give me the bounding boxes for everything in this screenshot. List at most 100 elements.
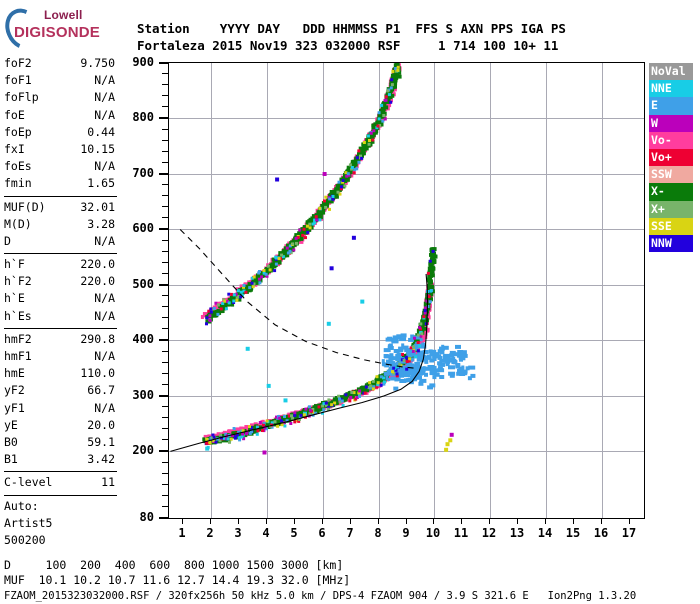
- x-axis-tick: [294, 518, 295, 524]
- x-axis-tick: [378, 518, 379, 524]
- y-axis-tick: [162, 217, 168, 218]
- param-row-mufd: MUF(D) 32.01: [4, 200, 117, 217]
- param-value: N/A: [94, 107, 115, 122]
- param-key: MUF(D): [4, 199, 46, 214]
- legend-item-vo[interactable]: Vo+: [649, 148, 693, 167]
- y-axis-tick: [162, 162, 168, 163]
- legend-item-nne[interactable]: NNE: [649, 80, 693, 98]
- y-axis-tick: [162, 317, 168, 318]
- param-key: B0: [4, 434, 18, 449]
- x-axis-label-15: 15: [565, 526, 581, 540]
- x-axis-label-2: 2: [206, 526, 214, 540]
- legend-item-e[interactable]: E: [649, 97, 693, 115]
- y-axis-tick: [162, 362, 168, 363]
- y-axis-tick: [159, 117, 168, 119]
- y-axis-tick: [162, 439, 168, 440]
- legend-item-w[interactable]: W: [649, 114, 693, 132]
- param-divider: [4, 195, 117, 197]
- param-value: N/A: [94, 291, 115, 306]
- param-row-b1: B1 3.42: [4, 452, 117, 469]
- legend-item-vo[interactable]: Vo-: [649, 131, 693, 149]
- plot-inner: [169, 63, 644, 518]
- legend-item-ssw[interactable]: SSW: [649, 166, 693, 184]
- param-key: C-level: [4, 475, 53, 490]
- horizontal-gridline: [169, 118, 644, 119]
- y-axis-tick: [162, 295, 168, 296]
- legend-item-sse[interactable]: SSE: [649, 217, 693, 235]
- legend-item-x[interactable]: X+: [649, 200, 693, 218]
- y-axis-tick: [162, 462, 168, 463]
- x-axis-tick: [629, 518, 630, 524]
- param-value: 0.44: [87, 124, 115, 139]
- param-row-hmf1: hmF1 N/A: [4, 349, 117, 366]
- param-value: 20.0: [87, 417, 115, 432]
- logo-digisonde-text: DIGISONDE: [14, 24, 100, 41]
- param-key: h`E: [4, 291, 25, 306]
- x-axis-label-3: 3: [234, 526, 242, 540]
- x-axis-label-17: 17: [621, 526, 637, 540]
- x-axis-label-10: 10: [425, 526, 441, 540]
- param-key: yF2: [4, 383, 25, 398]
- param-key: fmin: [4, 176, 32, 191]
- param-key: fxI: [4, 141, 25, 156]
- y-axis-tick: [159, 517, 168, 519]
- x-axis-label-1: 1: [178, 526, 186, 540]
- param-row-ye: yE 20.0: [4, 418, 117, 435]
- horizontal-gridline: [169, 229, 644, 230]
- y-axis-tick: [159, 395, 168, 397]
- footer-line-file: FZAOM_2015323032000.RSF / 320fx256h 50 k…: [4, 590, 637, 602]
- param-value: N/A: [94, 308, 115, 323]
- legend-item-noval[interactable]: NoVal: [649, 63, 693, 81]
- y-axis-tick: [159, 173, 168, 175]
- vertical-gridline: [490, 63, 491, 518]
- x-axis-label-12: 12: [481, 526, 497, 540]
- logo-lowell-text: Lowell: [44, 8, 83, 22]
- y-axis-tick: [162, 384, 168, 385]
- param-value: 3.28: [87, 216, 115, 231]
- param-key: h`F: [4, 257, 25, 272]
- x-axis-tick: [545, 518, 546, 524]
- footer-line-muf: MUF 10.1 10.2 10.7 11.6 12.7 14.4 19.3 3…: [4, 573, 351, 587]
- station-header: Station YYYY DAY DDD HHMMSS P1 FFS S AXN…: [137, 20, 566, 54]
- x-axis-tick: [182, 518, 183, 524]
- param-key: h`Es: [4, 308, 32, 323]
- y-axis-tick: [162, 73, 168, 74]
- y-axis-tick: [162, 506, 168, 507]
- param-value: 220.0: [80, 257, 115, 272]
- x-axis-tick: [517, 518, 518, 524]
- x-axis-label-7: 7: [346, 526, 354, 540]
- param-row-fof1: foF1 N/A: [4, 73, 117, 90]
- y-axis-tick: [159, 450, 168, 452]
- y-axis-tick: [162, 351, 168, 352]
- param-row-hf: h`F 220.0: [4, 257, 117, 274]
- legend-item-x[interactable]: X-: [649, 183, 693, 201]
- y-axis-tick: [162, 406, 168, 407]
- x-axis-tick: [573, 518, 574, 524]
- legend-item-nnw[interactable]: NNW: [649, 234, 693, 253]
- x-axis-label-16: 16: [593, 526, 609, 540]
- horizontal-gridline: [169, 340, 644, 341]
- x-axis-tick: [238, 518, 239, 524]
- param-row-md: M(D) 3.28: [4, 217, 117, 234]
- x-axis-tick: [322, 518, 323, 524]
- y-axis-tick: [162, 206, 168, 207]
- auto-line-2: 500200: [4, 532, 46, 547]
- y-axis-tick: [162, 484, 168, 485]
- param-value: 1.65: [87, 176, 115, 191]
- y-axis-tick: [162, 195, 168, 196]
- param-value: 59.1: [87, 434, 115, 449]
- y-axis-tick: [162, 273, 168, 274]
- auto-line-0: Auto:: [4, 498, 39, 513]
- ionogram-plot[interactable]: [168, 62, 645, 519]
- y-axis-label-80: 80: [139, 510, 154, 524]
- x-axis-label-4: 4: [262, 526, 270, 540]
- y-axis-tick: [162, 240, 168, 241]
- direction-legend: NoVal NNE E W Vo- Vo+ SSW X- X+ SSE NNW: [649, 63, 693, 253]
- param-row-foe: foE N/A: [4, 108, 117, 125]
- param-key: hmF2: [4, 331, 32, 346]
- param-row-foflp: foFlp N/A: [4, 90, 117, 107]
- x-axis-label-13: 13: [509, 526, 525, 540]
- y-axis-tick: [162, 95, 168, 96]
- lowell-digisonde-logo: Lowell DIGISONDE: [0, 2, 116, 56]
